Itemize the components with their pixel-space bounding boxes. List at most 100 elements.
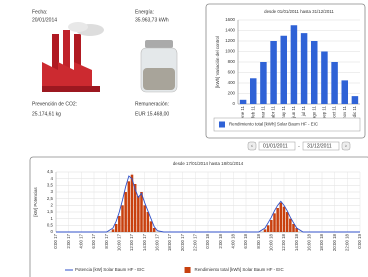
chart-panel [30,157,368,277]
y-tick-label: 600 [228,70,236,75]
x-tick-label: 2:00 17 [66,233,71,248]
x-tick-label: 22:00 18 [344,233,349,251]
x-tick-label: 0:00 17 [53,233,58,248]
factory-icon [42,22,104,92]
chart-title: desde 01/01/2011 hasta 31/12/2011 [264,9,334,14]
bar [292,224,295,232]
x-tick-label: 0:00 18 [205,233,210,248]
bar [250,78,257,104]
bar [270,220,273,232]
x-tick-label: 6:00 17 [91,233,96,248]
legend-swatch [185,267,191,273]
bar [283,207,286,232]
x-tick-label: 4:00 18 [230,233,235,248]
y-tick-label: 1400 [225,28,235,33]
x-tick-label: 10:00 17 [116,233,121,251]
label: Fecha: [32,9,47,15]
x-tick-label: jul 11 [301,105,306,117]
value: 20/01/2014 [32,17,57,23]
bar [240,100,247,104]
label: Remuneración: [135,101,169,107]
bar [137,196,140,232]
x-tick-label: nov 11 [342,105,347,118]
bar [276,208,279,232]
jar-icon [141,40,177,92]
bar [280,203,283,232]
legend-label: Rendimiento total [kWh] Solar Baum HF - … [229,122,318,127]
date-to: 31/12/2011 [307,143,332,149]
y-tick-label: 1,5 [47,209,54,214]
x-tick-label: jun 11 [291,105,296,118]
x-tick-label: 16:00 18 [306,233,311,251]
y-tick-label: 2,5 [47,196,54,201]
x-tick-label: 18:00 18 [319,233,324,251]
x-tick-label: 12:00 17 [129,233,134,251]
y-axis-label: [kWh] Variación del control [215,36,220,88]
x-tick-label: 20:00 17 [180,233,185,251]
x-tick-label: 2:00 18 [218,233,223,248]
x-tick-label: ene 11 [240,105,245,119]
x-tick-label: oct 11 [332,105,337,117]
bar [321,52,328,105]
bar [112,229,115,232]
x-tick-label: 14:00 18 [294,233,299,251]
bar [118,216,121,232]
y-tick-label: 4,5 [47,169,54,174]
legend-swatch [219,122,225,128]
bar [286,212,289,232]
x-tick-label: dic 11 [352,105,357,117]
bar [115,224,118,232]
y-tick-label: 1600 [225,17,235,22]
x-tick-label: sep 11 [322,105,327,118]
y-tick-label: 1000 [225,49,235,54]
y-tick-label: 200 [228,91,236,96]
bar [124,192,127,232]
legend-label: Potencia [kW] Solar Baum HF - EIC [75,267,145,272]
x-tick-label: 8:00 17 [104,233,109,248]
bar [280,36,287,104]
value: EUR 15.468,00 [135,111,169,117]
value: 35.963,73 kWh [135,17,169,23]
x-tick-label: abr 11 [271,105,276,118]
date-separator: - [298,143,300,149]
x-tick-label: mar 11 [261,105,266,119]
y-tick-label: 400 [228,80,236,85]
x-tick-label: 18:00 17 [167,233,172,251]
bar [289,219,292,232]
y-tick-label: 0,5 [47,222,54,227]
y-tick-label: 1200 [225,38,235,43]
value: 25.174,61 kg [32,111,61,117]
bar [150,221,153,232]
bar [264,229,267,232]
bar [147,212,150,232]
dashboard: Fecha: 20/01/2014 Energía: 35.963,73 kWh… [0,0,368,277]
x-tick-label: 6:00 18 [243,233,248,248]
bar [121,205,124,232]
y-tick-label: 3,5 [47,182,54,187]
x-tick-label: 0:00 19 [357,233,362,248]
label: Prevención de CO2: [32,101,77,107]
bar [291,25,298,104]
bar [341,80,348,104]
x-tick-label: 12:00 18 [281,233,286,251]
x-tick-label: 20:00 18 [332,233,337,251]
chart-title: desde 17/01/2014 hasta 18/01/2014 [173,161,244,166]
x-tick-label: 10:00 18 [268,233,273,251]
legend-label: Rendimiento total [kWh] Solar Baum HF - … [195,267,284,272]
bar [273,213,276,232]
y-axis-label: [kW] Potencias [33,187,38,217]
bar [270,41,277,104]
bar [260,62,267,104]
x-tick-label: 8:00 18 [256,233,261,248]
label: Energía: [135,9,154,15]
bar [143,205,146,232]
x-tick-label: 22:00 17 [192,233,197,251]
x-tick-label: feb 11 [250,105,255,117]
bar [140,192,143,232]
bar [352,96,359,104]
x-tick-label: 16:00 17 [154,233,159,251]
x-tick-label: 14:00 17 [142,233,147,251]
bar [331,62,338,104]
bar [311,41,318,104]
y-tick-label: 800 [228,59,236,64]
